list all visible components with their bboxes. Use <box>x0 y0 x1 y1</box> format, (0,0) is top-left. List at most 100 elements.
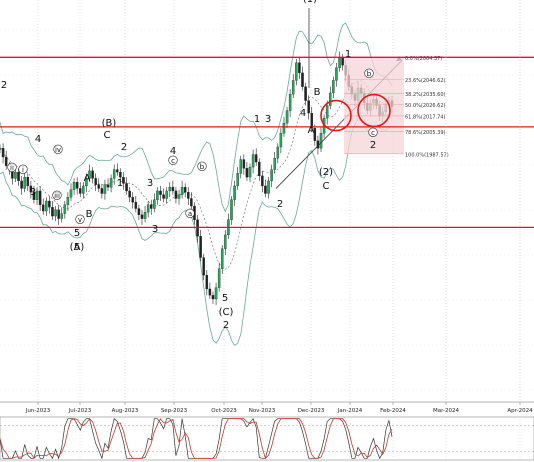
candle-body <box>137 208 141 215</box>
candle-body <box>261 175 264 187</box>
candle-body <box>177 194 181 199</box>
candle-body <box>88 170 91 179</box>
candle-body <box>38 190 42 205</box>
wave-label: A <box>308 125 315 136</box>
candle-body <box>112 169 116 179</box>
wave-label: 3 <box>265 114 271 125</box>
x-axis-tick-label: Jul-2023 <box>68 408 92 414</box>
candle-body <box>140 214 144 219</box>
candle-body <box>285 110 289 124</box>
candle-body <box>153 199 156 209</box>
candle-body <box>325 105 329 119</box>
wave-label: a <box>188 210 192 218</box>
wave-label: 2 <box>223 320 229 331</box>
wave-label: 1 <box>345 49 351 60</box>
candle-body <box>332 80 335 94</box>
candle-body <box>310 112 313 129</box>
candle-body <box>298 62 301 74</box>
candle-body <box>119 171 122 178</box>
wave-label: ii <box>10 164 14 172</box>
candle-body <box>0 148 2 150</box>
candle-body <box>329 92 332 106</box>
candle-body <box>32 192 36 200</box>
wave-label: (B) <box>102 118 117 129</box>
candle-body <box>319 133 323 149</box>
candle-body <box>282 122 286 134</box>
candle-body <box>66 197 70 205</box>
wave-label: i <box>22 166 24 174</box>
wave-label: C <box>104 130 111 141</box>
x-axis-tick-label: Aug-2023 <box>112 408 139 414</box>
candle-body <box>75 182 79 189</box>
wave-label: 3 <box>147 178 153 189</box>
candle-body <box>100 188 104 194</box>
candle-body <box>270 169 273 182</box>
candle-body <box>202 257 205 276</box>
fib-level-label: 0.0%(2064.37) <box>405 56 442 62</box>
wave-label: 2 <box>370 140 376 151</box>
candle-body <box>128 190 131 198</box>
fib-retracement-zone <box>344 57 404 154</box>
candle-body <box>146 204 150 213</box>
fib-level-label: 38.2%(2035.60) <box>405 92 446 98</box>
candle-body <box>199 236 202 258</box>
candle-body <box>122 176 125 184</box>
candle-body <box>106 184 110 188</box>
candle-body <box>264 185 267 194</box>
wave-label: 2 <box>1 80 7 91</box>
candle-body <box>156 190 159 200</box>
candle-body <box>187 192 190 199</box>
candle-body <box>174 190 178 199</box>
x-axis-tick-label: Nov-2023 <box>249 408 276 414</box>
wave-label: 2 <box>277 199 283 210</box>
candle-body <box>214 287 218 300</box>
wave-label-ring <box>52 190 62 200</box>
wave-label: 5 <box>74 228 80 239</box>
wave-label: 4 <box>300 108 306 119</box>
wave-label: (A) <box>70 242 85 253</box>
wave-label-ring <box>75 214 85 224</box>
wave-label: A <box>84 173 91 184</box>
candle-body <box>288 94 292 111</box>
candle-body <box>45 200 48 212</box>
candle-body <box>230 199 233 220</box>
candle-body <box>273 158 276 170</box>
x-axis-tick-label: Feb-2024 <box>380 408 406 414</box>
candle-body <box>103 184 107 194</box>
candle-body <box>239 159 243 174</box>
wave-label-ring <box>7 162 17 172</box>
candle-body <box>295 62 298 81</box>
candle-body <box>72 182 76 190</box>
candle-body <box>313 127 317 141</box>
wave-label: v <box>78 216 82 224</box>
oscillator-d-line <box>0 418 393 460</box>
candle-body <box>335 67 338 81</box>
wave-label: B <box>314 87 321 98</box>
candle-body <box>143 212 147 219</box>
highlight-circle <box>357 93 391 128</box>
candle-body <box>168 187 172 192</box>
wave-label: 1 <box>254 114 260 125</box>
candle-body <box>183 187 187 193</box>
wave-label: iv <box>55 146 61 154</box>
highlight-circle <box>320 99 352 132</box>
x-axis-tick-label: Oct-2023 <box>211 408 237 414</box>
wave-label-ring <box>18 164 28 174</box>
wave-label: 1 <box>117 178 123 189</box>
candle-body <box>91 170 94 179</box>
candle-body <box>23 176 26 189</box>
wave-label: (C) <box>219 307 234 318</box>
wave-label: 4 <box>170 146 176 157</box>
candle-body <box>162 194 165 199</box>
candle-body <box>190 198 193 207</box>
candle-body <box>248 166 252 178</box>
wave-label: (1) <box>303 0 317 5</box>
wave-label-ring <box>197 161 207 171</box>
candle-body <box>211 295 215 300</box>
candle-body <box>254 154 258 163</box>
candle-body <box>134 202 138 209</box>
candle-body <box>267 180 270 194</box>
candle-body <box>48 200 51 208</box>
